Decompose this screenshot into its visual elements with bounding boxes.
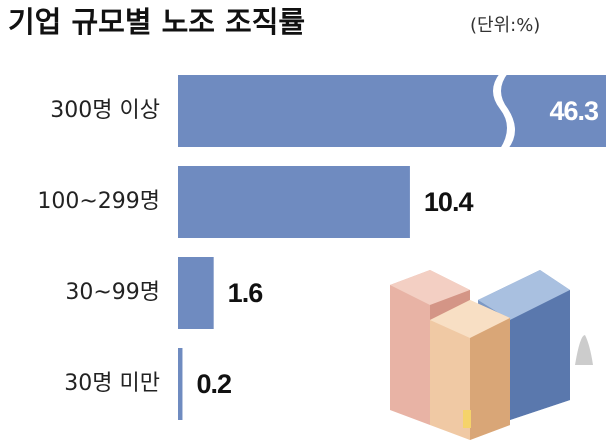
bar bbox=[178, 257, 214, 329]
chart-title: 기업 규모별 노조 조직률 bbox=[8, 5, 305, 39]
value-label: 1.6 bbox=[228, 278, 264, 308]
category-label: 30명 미만 bbox=[64, 371, 160, 396]
category-label: 300명 이상 bbox=[50, 98, 160, 123]
value-label: 0.2 bbox=[196, 369, 231, 399]
buildings-illustration bbox=[390, 270, 593, 440]
chart-subtitle: (단위:%) bbox=[470, 15, 540, 36]
bar bbox=[178, 75, 606, 147]
value-label: 10.4 bbox=[424, 187, 474, 217]
bar bbox=[178, 166, 410, 238]
value-label: 46.3 bbox=[549, 96, 599, 126]
axis-break bbox=[493, 73, 515, 149]
category-label: 100~299명 bbox=[37, 189, 160, 214]
category-label: 30~99명 bbox=[65, 280, 160, 305]
bars: 300명 이상 46.3 100~299명 10.4 30~99명 1.6 30명 미만 0.… bbox=[37, 73, 606, 420]
bar bbox=[178, 348, 183, 420]
